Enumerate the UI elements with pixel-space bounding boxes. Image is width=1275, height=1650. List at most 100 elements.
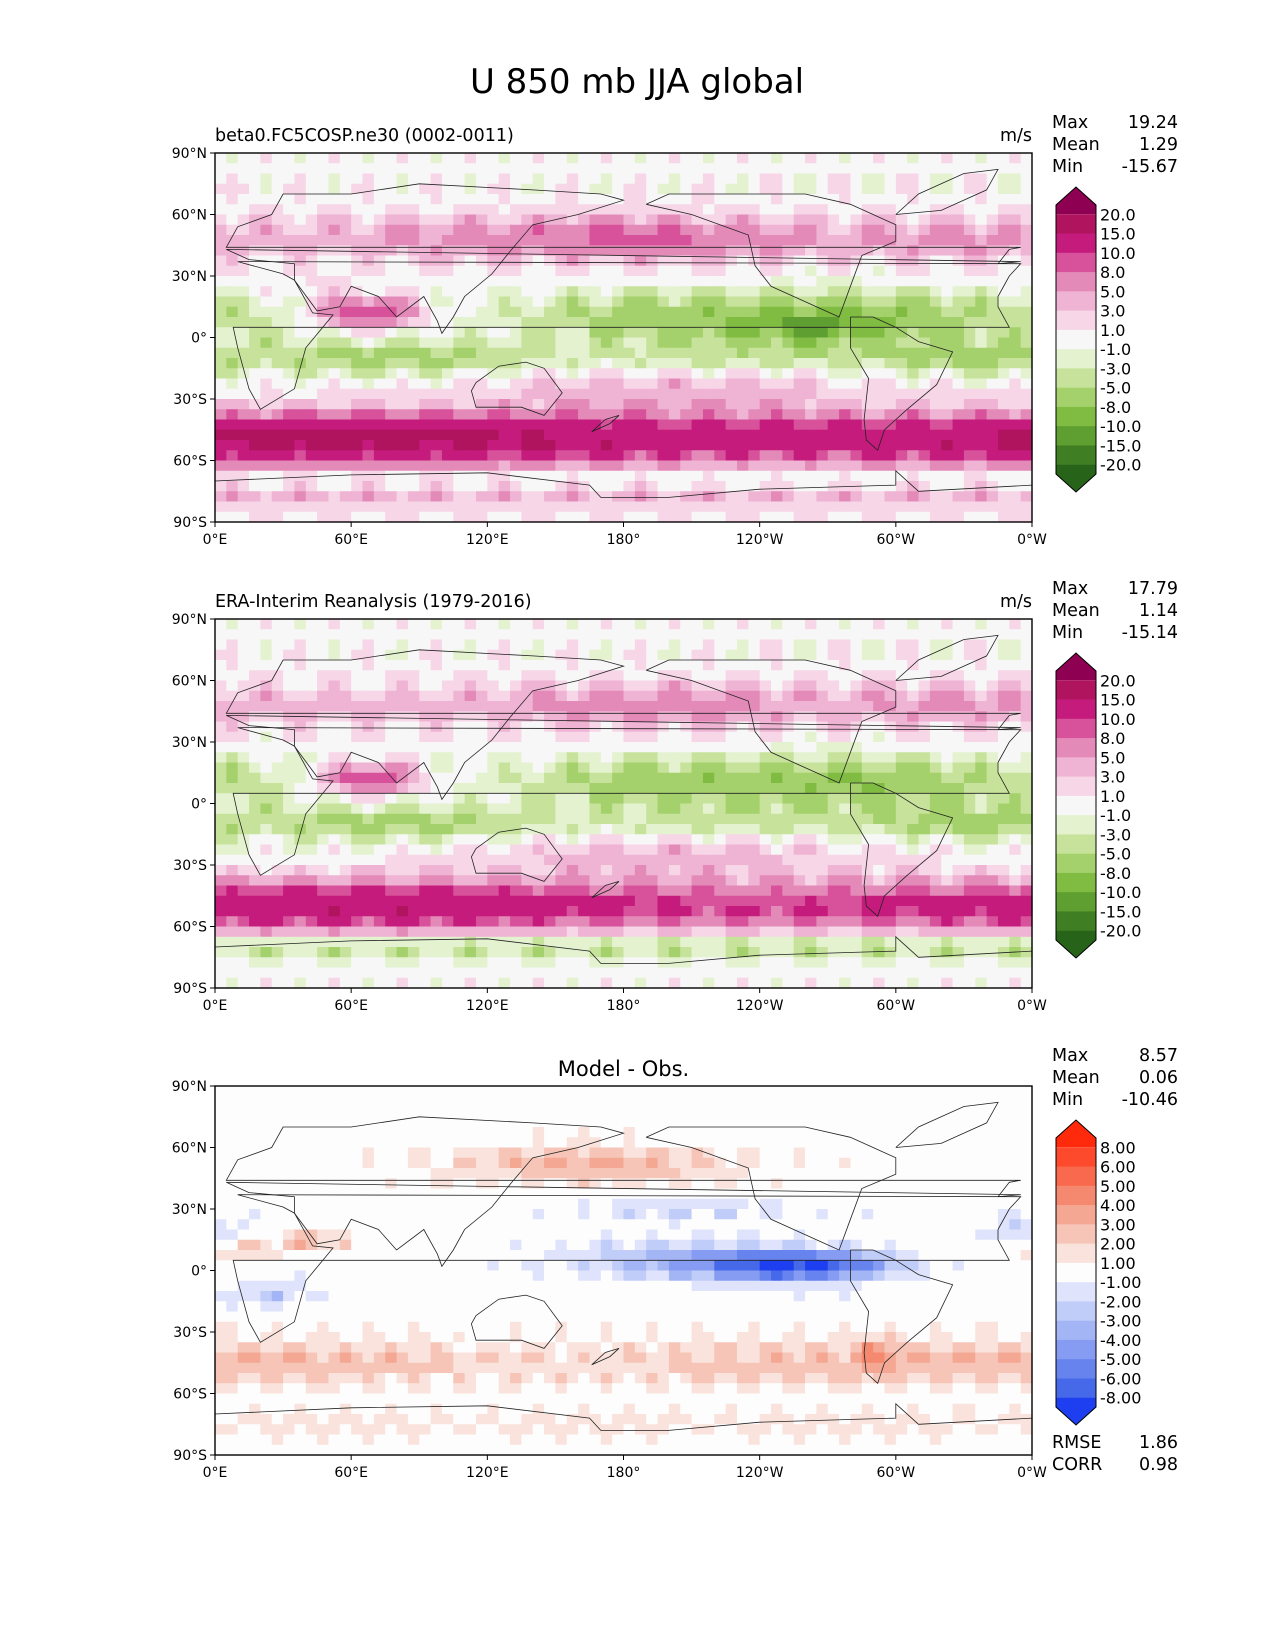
- field-cell: [351, 885, 364, 897]
- field-cell: [464, 337, 477, 349]
- field-cell: [657, 813, 670, 825]
- colorbar-swatch: [1056, 310, 1096, 331]
- field-cell: [271, 854, 284, 866]
- field-cell: [555, 347, 568, 359]
- field-cell: [498, 936, 511, 948]
- field-cell: [453, 276, 466, 287]
- field-cell: [283, 947, 296, 958]
- field-cell: [362, 409, 375, 421]
- x-tick-label: 60°E: [334, 532, 368, 548]
- field-cell: [249, 885, 261, 897]
- field-cell: [271, 875, 284, 887]
- field-cell: [782, 388, 795, 400]
- field-cell: [475, 865, 488, 876]
- field-cell: [680, 752, 693, 764]
- field-cell: [646, 173, 659, 185]
- field-cell: [578, 317, 591, 328]
- field-cell: [578, 783, 591, 794]
- field-cell: [407, 906, 420, 917]
- field-cell: [725, 629, 738, 641]
- field-cell: [1020, 337, 1033, 349]
- field-cell: [521, 214, 534, 226]
- field-cell: [271, 460, 284, 472]
- field-cell: [305, 793, 318, 805]
- field-cell: [941, 409, 954, 421]
- field-cell: [362, 511, 375, 523]
- field-cell: [805, 194, 818, 205]
- field-cell: [419, 936, 432, 948]
- field-cell: [544, 204, 557, 216]
- field-cell: [441, 183, 454, 195]
- field-cell: [725, 296, 738, 308]
- field-cell: [736, 783, 749, 794]
- field-cell: [918, 680, 931, 692]
- field-cell: [317, 916, 330, 928]
- field-cell: [612, 214, 625, 226]
- field-cell: [702, 337, 715, 349]
- field-cell: [861, 337, 874, 349]
- field-cell: [510, 793, 522, 805]
- field-cell: [634, 440, 647, 451]
- field-cell: [839, 824, 852, 835]
- field-cell: [759, 388, 772, 400]
- field-cell: [475, 153, 488, 164]
- field-cell: [861, 245, 874, 257]
- field-cell: [827, 875, 840, 887]
- field-cell: [294, 235, 307, 246]
- field-cell: [487, 245, 500, 257]
- field-cell: [487, 276, 500, 287]
- field-cell: [362, 470, 375, 482]
- field-cell: [736, 173, 749, 185]
- field-cell: [271, 762, 284, 774]
- field-cell: [986, 481, 999, 492]
- field-cell: [657, 875, 670, 887]
- field-cell: [555, 450, 568, 462]
- field-cell: [419, 388, 432, 400]
- field-cell: [351, 286, 364, 298]
- field-cell: [748, 337, 761, 349]
- field-cell: [918, 399, 931, 410]
- field-cell: [1009, 388, 1022, 400]
- field-cell: [668, 680, 681, 692]
- field-cell: [351, 936, 364, 948]
- field-cell: [975, 276, 988, 287]
- field-cell: [884, 690, 897, 702]
- field-cell: [589, 429, 602, 441]
- field-cell: [805, 844, 818, 856]
- field-cell: [419, 639, 432, 651]
- field-cell: [657, 183, 670, 195]
- field-cell: [453, 649, 466, 661]
- field-cell: [691, 895, 704, 907]
- field-cell: [487, 491, 500, 503]
- field-cell: [941, 337, 954, 349]
- field-cell: [657, 629, 670, 641]
- field-cell: [839, 660, 852, 671]
- field-cell: [600, 619, 613, 630]
- field-cell: [997, 163, 1010, 175]
- field-cell: [487, 639, 500, 651]
- field-cell: [226, 947, 239, 958]
- field-cell: [827, 511, 840, 523]
- field-cell: [827, 865, 840, 876]
- field-cell: [907, 649, 920, 661]
- field-cell: [578, 255, 591, 267]
- field-cell: [634, 639, 647, 651]
- field-cell: [827, 224, 840, 236]
- field-cell: [407, 409, 420, 421]
- field-cell: [680, 629, 693, 641]
- field-cell: [702, 680, 715, 692]
- field-cell: [566, 772, 579, 784]
- field-cell: [929, 629, 942, 641]
- field-cell: [736, 163, 749, 175]
- field-cell: [816, 916, 829, 928]
- field-cell: [748, 399, 761, 410]
- field-cell: [907, 296, 920, 308]
- field-cell: [544, 276, 557, 287]
- field-cell: [634, 173, 647, 185]
- field-cell: [475, 460, 488, 472]
- field-cell: [623, 721, 636, 733]
- field-cell: [328, 296, 341, 308]
- field-cell: [748, 276, 761, 287]
- field-cell: [623, 470, 636, 482]
- field-cell: [385, 854, 398, 866]
